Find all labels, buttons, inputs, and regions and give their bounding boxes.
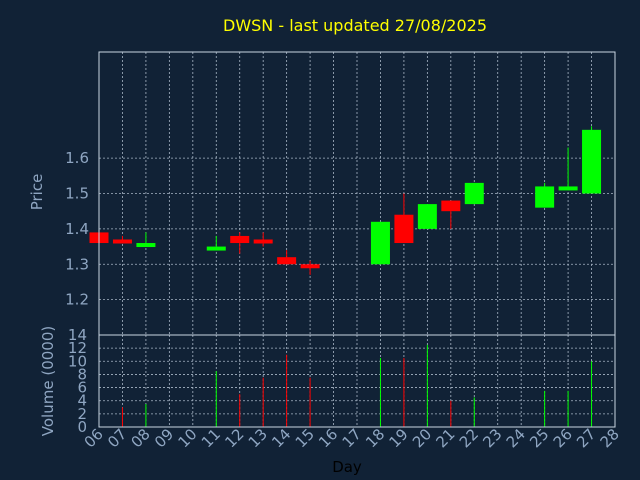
candle-body [464,182,484,205]
x-tick-label: 11 [198,425,224,451]
candle [206,235,226,251]
volume-gridlines [99,335,615,427]
candle [277,250,297,265]
x-tick-labels: 0607080910111213141516171819202122232425… [81,425,623,451]
candle-body [206,246,226,251]
x-axis-label: Day [332,458,362,476]
candle [394,193,414,244]
x-tick-label: 13 [245,425,271,451]
x-tick-label: 08 [128,425,154,451]
x-tick-label: 24 [503,425,529,451]
candle [417,204,437,229]
x-tick-label: 09 [151,425,177,451]
candle-body [535,186,555,208]
x-tick-label: 18 [362,425,388,451]
x-tick-label: 26 [550,425,576,451]
x-tick-label: 21 [432,425,458,451]
x-tick-label: 12 [221,425,247,451]
price-tick-label: 1.5 [65,185,89,203]
candle-body [370,221,390,265]
candle [253,232,273,247]
price-tick-label: 1.6 [65,149,89,167]
candle [464,182,484,205]
candle [112,235,132,244]
x-tick-label: 17 [339,425,365,451]
candle [136,232,156,248]
candle-body [300,264,320,269]
volume-tick-label: 0 [77,418,87,436]
candle-body [230,235,250,244]
price-axis-label: Price [28,174,46,211]
x-tick-label: 23 [479,425,505,451]
volume-axis-label: Volume (0000) [39,326,57,436]
volume-tick-label: 2 [77,405,87,423]
x-tick-label: 15 [292,425,318,451]
candle [300,260,320,275]
candle [230,232,250,254]
x-tick-label: 19 [386,425,412,451]
candle [558,147,578,191]
x-tick-label: 10 [174,425,200,451]
candle-body [277,257,297,265]
volume-tick-label: 8 [77,365,87,383]
candle-body [253,239,273,244]
chart-title: DWSN - last updated 27/08/2025 [223,16,487,35]
x-tick-label: 14 [268,425,294,451]
candle-body [417,204,437,229]
candle [535,182,555,208]
candle [441,200,461,229]
x-tick-label: 07 [104,425,130,451]
candle-body [136,243,156,248]
x-tick-label: 28 [597,425,623,451]
volume-tick-label: 6 [77,379,87,397]
candle [582,126,602,194]
candle-body [582,129,602,194]
price-tick-labels: 1.2 1.3 1.4 1.5 1.6 [65,149,89,309]
candles [89,126,602,275]
candle-body [558,186,578,191]
candle-body [441,200,461,212]
volume-tick-label: 14 [68,326,87,344]
price-tick-label: 1.2 [65,291,89,309]
candle-body [394,214,414,244]
x-tick-label: 22 [456,425,482,451]
x-tick-label: 25 [526,425,552,451]
x-tick-label: 20 [409,425,435,451]
volume-tick-label: 12 [68,339,87,357]
x-tick-label: 27 [573,425,599,451]
volume-tick-label: 10 [68,352,87,370]
candle-body [112,239,132,244]
x-tick-label: 16 [315,425,341,451]
volume-tick-label: 4 [77,392,87,410]
volume-panel-frame [98,334,616,428]
candle [370,221,390,265]
price-tick-label: 1.3 [65,255,89,273]
volume-bars [121,344,593,427]
price-tick-label: 1.4 [65,220,89,238]
